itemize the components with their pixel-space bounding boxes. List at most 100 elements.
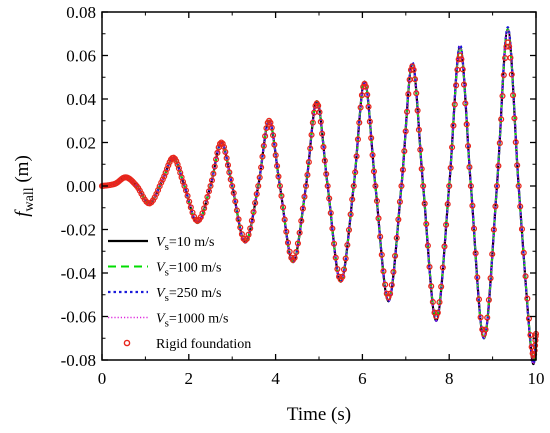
rigid-foundation-marker	[463, 121, 470, 128]
rigid-foundation-marker	[472, 250, 479, 257]
rigid-foundation-marker	[301, 193, 308, 200]
legend-label: Rigid foundation	[156, 337, 251, 352]
rigid-foundation-marker	[369, 151, 376, 159]
rigid-foundation-marker	[319, 130, 326, 137]
rigid-foundation-marker	[453, 82, 460, 89]
rigid-foundation-marker	[413, 90, 420, 97]
rigid-foundation-marker	[414, 107, 421, 114]
rigid-foundation-marker	[528, 343, 535, 351]
rigid-foundation-marker	[373, 197, 380, 205]
legend: Vs=10 m/sVs=100 m/sVs=250 m/sVs=1000 m/s…	[108, 235, 251, 352]
rigid-foundation-marker	[298, 217, 305, 224]
legend-item: Rigid foundation	[123, 337, 251, 352]
rigid-foundation-marker	[260, 142, 267, 149]
series-rigid-foundation	[98, 39, 540, 359]
rigid-foundation-marker	[377, 233, 384, 240]
legend-label: Vs=1000 m/s	[156, 312, 228, 330]
rigid-foundation-marker	[420, 182, 427, 190]
rigid-foundation-marker	[507, 54, 514, 61]
rigid-foundation-marker	[506, 43, 513, 50]
rigid-foundation-marker	[361, 80, 368, 87]
rigid-foundation-marker	[469, 202, 476, 209]
rigid-foundation-marker	[368, 134, 375, 142]
rigid-foundation-marker	[302, 182, 310, 190]
rigid-foundation-marker	[315, 102, 322, 109]
x-tick-label: 4	[271, 369, 280, 388]
rigid-foundation-marker	[284, 239, 292, 246]
rigid-foundation-marker	[477, 314, 484, 321]
rigid-foundation-marker	[495, 162, 502, 169]
rigid-foundation-marker	[201, 205, 208, 212]
rigid-foundation-marker	[229, 182, 236, 190]
rigid-foundation-marker	[398, 182, 405, 190]
y-tick-label: -0.04	[61, 264, 97, 283]
rigid-foundation-marker	[524, 295, 531, 302]
rigid-foundation-marker	[279, 204, 287, 211]
y-tick-label: 0.06	[66, 47, 96, 66]
rigid-foundation-marker	[326, 195, 333, 202]
rigid-foundation-marker	[362, 83, 369, 90]
rigid-foundation-marker	[356, 119, 363, 126]
rigid-foundation-marker	[527, 331, 534, 339]
rigid-foundation-marker	[165, 162, 172, 169]
rigid-foundation-marker	[345, 226, 353, 233]
rigid-foundation-marker	[510, 92, 517, 99]
legend-item: Vs=1000 m/s	[108, 312, 228, 330]
rigid-foundation-marker	[522, 273, 529, 280]
rigid-foundation-marker	[283, 228, 290, 235]
legend-subscript: s	[165, 267, 169, 279]
rigid-foundation-marker	[258, 164, 265, 171]
x-tick-label: 6	[358, 369, 367, 388]
rigid-foundation-marker	[424, 242, 431, 249]
rigid-foundation-marker	[332, 254, 339, 261]
rigid-foundation-marker	[205, 188, 213, 195]
rigid-foundation-marker	[247, 225, 254, 232]
rigid-foundation-marker	[487, 275, 494, 282]
rigid-foundation-marker	[464, 142, 472, 150]
rigid-foundation-marker	[450, 122, 457, 129]
rigid-foundation-marker	[213, 156, 220, 163]
legend-text: =10 m/s	[169, 235, 215, 250]
rigid-foundation-marker	[388, 281, 395, 289]
rigid-foundation-marker	[276, 182, 283, 190]
rigid-foundation-marker	[500, 72, 507, 79]
rigid-foundation-marker	[321, 157, 328, 164]
rigid-foundation-marker	[441, 243, 448, 250]
legend-label: Vs=100 m/s	[156, 261, 221, 279]
rigid-foundation-marker	[270, 132, 277, 139]
rigid-foundation-marker	[219, 140, 226, 147]
rigid-foundation-marker	[136, 187, 143, 194]
rigid-foundation-marker	[372, 182, 379, 190]
rigid-foundation-marker	[245, 231, 252, 238]
rigid-foundation-marker	[186, 198, 193, 205]
series-layer	[98, 26, 540, 366]
rigid-foundation-marker	[512, 139, 519, 146]
tick-labels: 0 2 4 6 8 10 -0.08 -0.06 -0.04 -0.02 0.00 0.02 0.04 0…	[61, 3, 545, 388]
x-axis-title: Time (s)	[287, 404, 351, 425]
rigid-foundation-marker	[204, 193, 211, 200]
rigid-foundation-marker	[255, 182, 262, 190]
rigid-foundation-marker	[268, 124, 275, 131]
legend-swatch	[123, 339, 131, 347]
rigid-foundation-marker	[515, 182, 522, 190]
rigid-foundation-marker	[366, 118, 373, 125]
rigid-foundation-marker	[233, 207, 240, 214]
rigid-foundation-marker	[317, 118, 324, 125]
rigid-foundation-marker	[202, 199, 209, 206]
rigid-foundation-marker	[214, 149, 221, 156]
rigid-foundation-marker	[161, 173, 168, 180]
rigid-foundation-marker	[323, 170, 330, 178]
legend-text: =100 m/s	[169, 261, 222, 276]
y-tick-label: 0.00	[66, 177, 96, 196]
rigid-foundation-marker	[392, 252, 399, 259]
rigid-foundation-marker	[262, 133, 269, 140]
legend-subscript: s	[165, 241, 169, 253]
rigid-foundation-marker	[396, 198, 403, 205]
rigid-foundation-marker	[499, 92, 506, 100]
rigid-foundation-marker	[489, 251, 496, 258]
rigid-foundation-marker	[517, 203, 524, 210]
rigid-foundation-marker	[252, 199, 259, 206]
rigid-foundation-marker	[271, 141, 278, 148]
rigid-foundation-marker	[460, 81, 468, 88]
